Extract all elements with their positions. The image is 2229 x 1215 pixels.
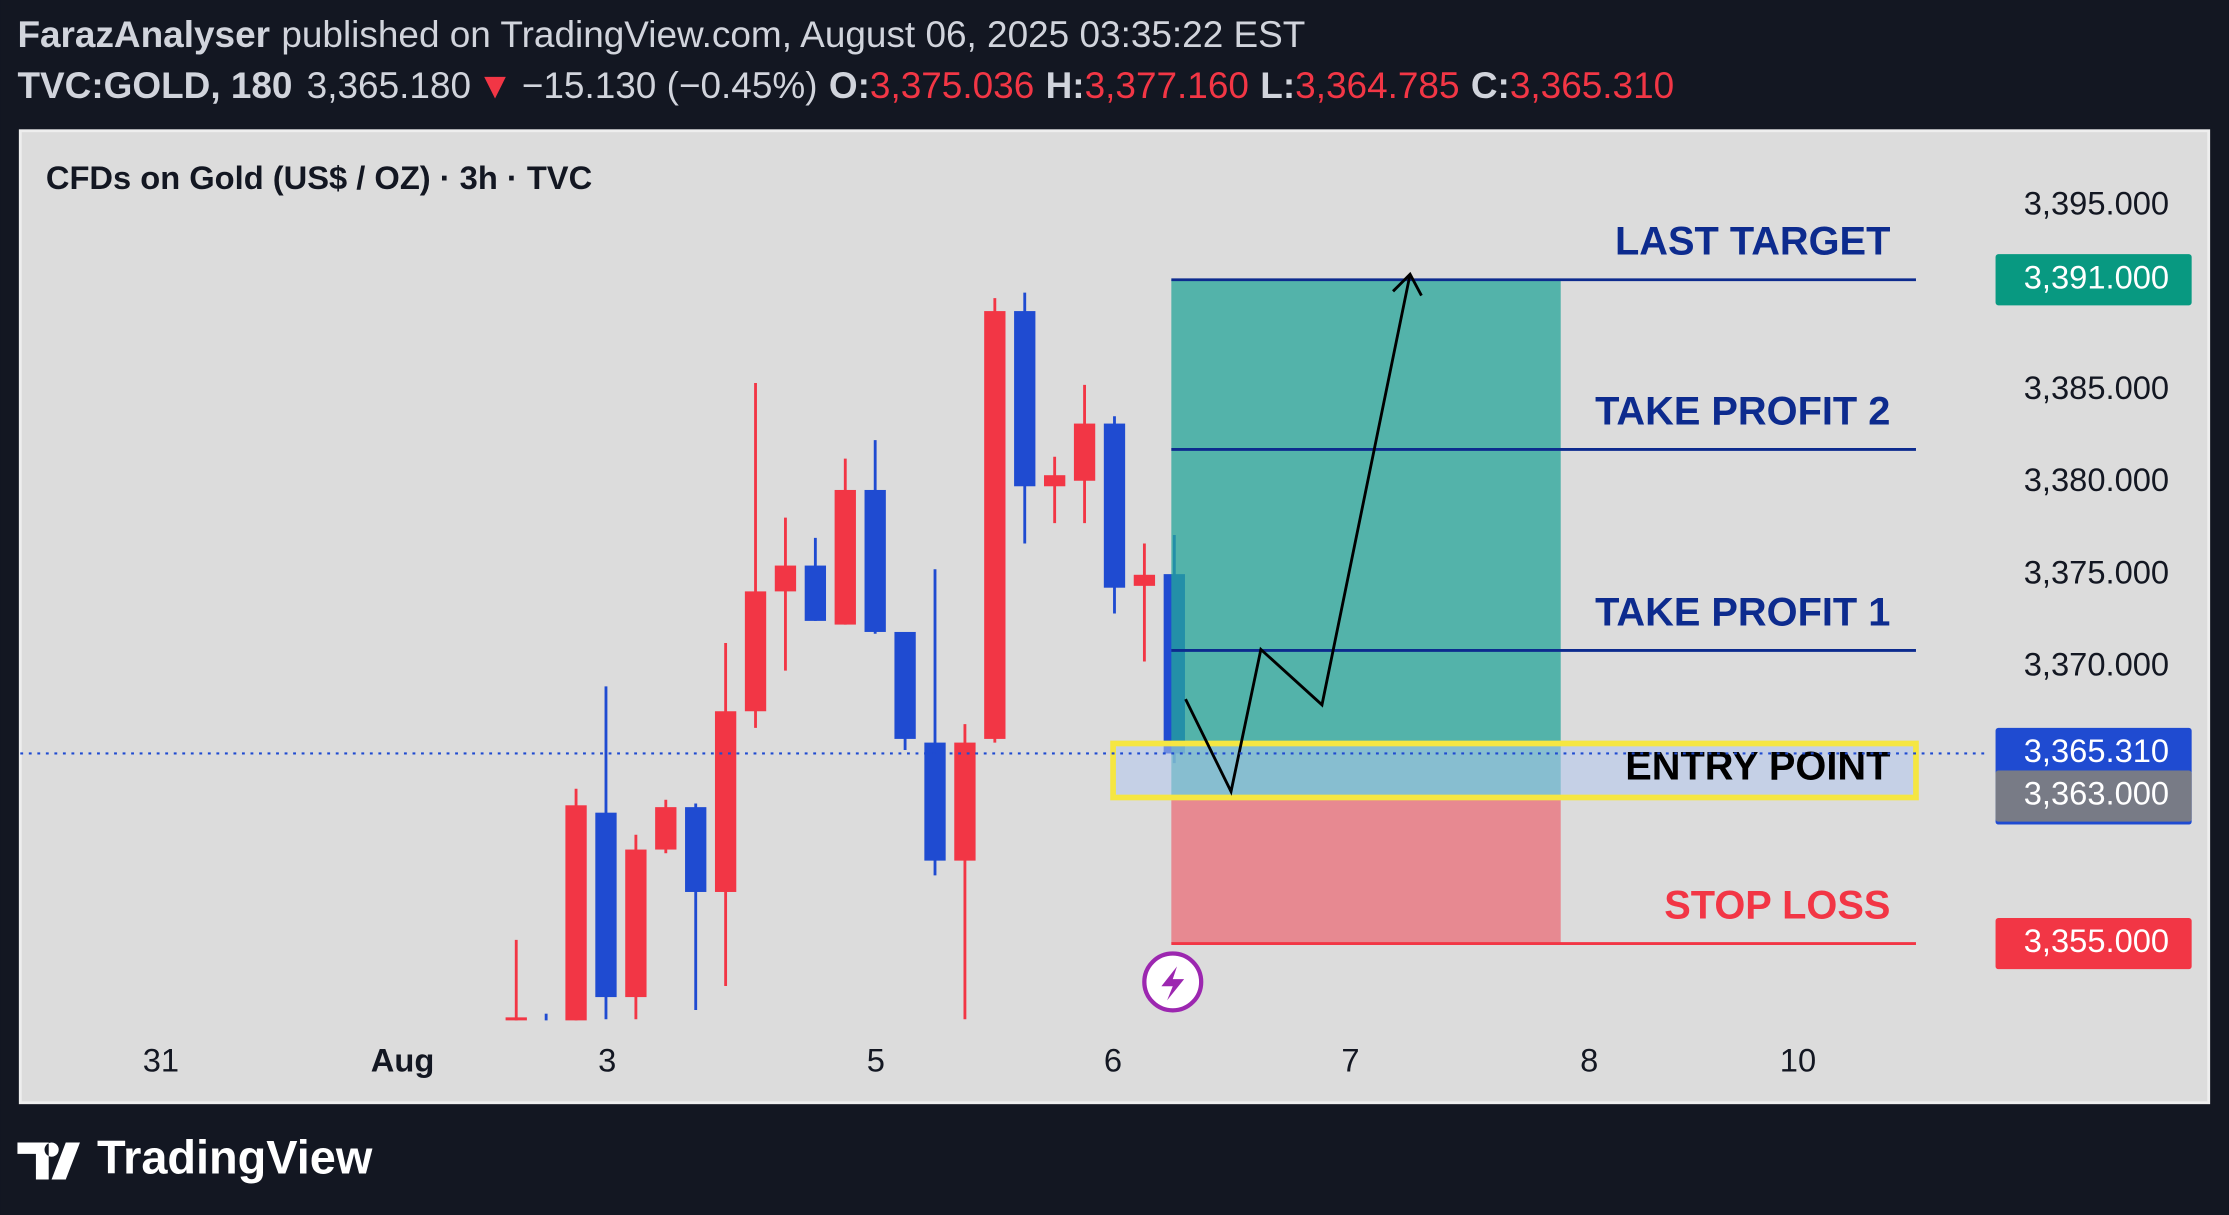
symbol: TVC:GOLD, 180 xyxy=(17,65,292,106)
projection-arrow xyxy=(1184,273,1412,796)
candle-body xyxy=(924,742,946,861)
y-tick-label: 3,385.000 xyxy=(2024,369,2169,406)
header-line: FarazAnalyser published on TradingView.co… xyxy=(17,14,1305,55)
candle-body xyxy=(834,489,856,625)
y-tick-label: 3,380.000 xyxy=(2024,461,2169,498)
candle-body xyxy=(744,591,767,712)
author: FarazAnalyser xyxy=(17,14,270,55)
candle-body xyxy=(774,565,797,592)
price-label: 3,363.000 xyxy=(2024,775,2169,812)
ohlc-label: L: xyxy=(1260,65,1295,106)
level-label: STOP LOSS xyxy=(1664,884,1890,928)
candle-body xyxy=(505,1017,527,1021)
x-tick-label: 6 xyxy=(1104,1042,1122,1079)
level-label: LAST TARGET xyxy=(1615,220,1890,264)
candle-body xyxy=(685,807,707,892)
arrow: ▼ xyxy=(477,65,514,106)
x-tick-label: 7 xyxy=(1341,1042,1359,1079)
price-label: 3,365.310 xyxy=(2024,732,2169,769)
ohlc-value: 3,375.036 xyxy=(870,65,1034,106)
chart-panel xyxy=(18,129,2211,1105)
candle-body xyxy=(714,711,737,892)
level-label: TAKE PROFIT 1 xyxy=(1595,590,1890,634)
ohlc-label: H: xyxy=(1046,65,1085,106)
logo: TradingView xyxy=(17,1131,373,1183)
x-tick-label: 8 xyxy=(1580,1042,1598,1079)
y-tick-label: 3,375.000 xyxy=(2024,553,2169,590)
profit-zone xyxy=(1171,279,1561,797)
candle-body xyxy=(625,849,647,998)
candle-body xyxy=(655,807,677,850)
ohlc-label: C: xyxy=(1471,65,1510,106)
candle-body xyxy=(804,565,827,621)
arrow-head xyxy=(1392,271,1423,297)
candle-body xyxy=(894,631,916,739)
price-label: 3,355.000 xyxy=(2024,922,2169,959)
logo-text: TradingView xyxy=(97,1131,373,1183)
candle-body xyxy=(1073,423,1096,481)
candle-body xyxy=(864,489,886,632)
y-tick-label: 3,370.000 xyxy=(2024,646,2169,683)
ohlc-value: 3,364.785 xyxy=(1295,65,1459,106)
symbol-line: TVC:GOLD, 180 3,365.180 ▼ −15.130 (−0.45%) O… xyxy=(17,65,1674,106)
x-tick-label: 10 xyxy=(1780,1042,1816,1079)
y-tick-label: 3,395.000 xyxy=(2024,185,2169,222)
candle-body xyxy=(565,805,587,1021)
candle-body xyxy=(954,742,976,861)
level-label: TAKE PROFIT 2 xyxy=(1595,389,1890,433)
ohlc-value: 3,365.310 xyxy=(1510,65,1674,106)
loss-zone xyxy=(1171,796,1561,944)
ohlc-label: O: xyxy=(829,65,870,106)
ohlc-value: 3,377.160 xyxy=(1085,65,1249,106)
overlay: LAST TARGET TAKE PROFIT 2 TAKE PROFIT 1 ENT… xyxy=(1110,220,1919,946)
price-label-box xyxy=(1995,254,2192,306)
x-tick-label: 5 xyxy=(867,1042,885,1079)
level-label: ENTRY POINT xyxy=(1625,745,1890,789)
price-label-box xyxy=(1995,770,2192,822)
candle-body xyxy=(595,812,617,998)
chart-title: CFDs on Gold (US$ / OZ) · 3h · TVC xyxy=(46,159,592,196)
price-label-box xyxy=(1995,918,2192,970)
x-tick-label: 3 xyxy=(598,1042,616,1079)
candle-body xyxy=(1133,574,1156,586)
x-tick-label: Aug xyxy=(371,1042,435,1079)
candle-body xyxy=(1103,423,1126,588)
price: 3,365.180 xyxy=(307,65,471,106)
candle-body xyxy=(1044,475,1066,487)
change: −15.130 (−0.45%) xyxy=(522,65,818,106)
lightning xyxy=(1161,966,1185,1001)
price-label: 3,391.000 xyxy=(2024,258,2169,295)
candle-body xyxy=(984,311,1006,739)
published: published on TradingView.com, August 06,… xyxy=(281,14,1305,55)
candle-body xyxy=(1014,311,1036,487)
logo-mark xyxy=(17,1142,80,1180)
x-tick-label: 31 xyxy=(143,1042,179,1079)
